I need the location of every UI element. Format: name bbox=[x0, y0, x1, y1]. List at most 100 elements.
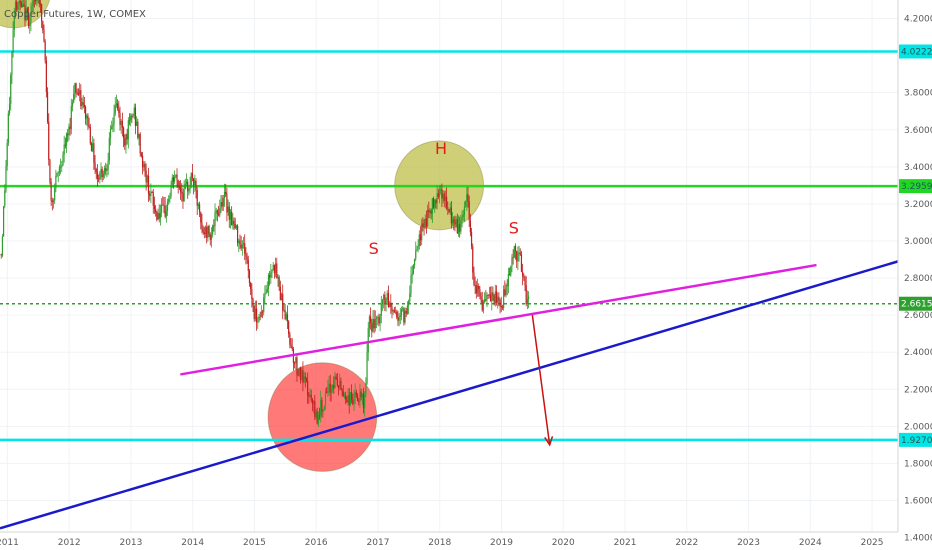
candle-body bbox=[88, 125, 90, 128]
candle-body bbox=[164, 205, 166, 217]
candle-body bbox=[223, 192, 226, 199]
candle-body bbox=[185, 181, 188, 185]
candle-body bbox=[139, 133, 141, 154]
candle-body bbox=[349, 392, 352, 405]
x-tick-label: 2012 bbox=[58, 538, 81, 548]
candle-body bbox=[358, 400, 360, 402]
candle-body bbox=[8, 104, 11, 114]
candle-body bbox=[508, 274, 511, 276]
candle-body bbox=[443, 193, 445, 202]
candle-body bbox=[466, 194, 468, 202]
candle-body bbox=[498, 296, 500, 301]
candle-body bbox=[93, 143, 95, 163]
pattern-label: S bbox=[509, 219, 519, 238]
candle-body bbox=[114, 105, 116, 114]
candle-body bbox=[360, 391, 362, 398]
candle-body bbox=[315, 411, 317, 417]
candle-body bbox=[457, 224, 460, 234]
candle-body bbox=[517, 252, 519, 262]
candle-body bbox=[329, 383, 331, 393]
candle-body bbox=[307, 381, 309, 396]
candle-body bbox=[481, 299, 483, 311]
candle-body bbox=[333, 385, 335, 389]
candle-body bbox=[107, 160, 109, 171]
candle-body bbox=[396, 311, 398, 318]
candle-body bbox=[71, 102, 74, 107]
candle-body bbox=[354, 392, 356, 399]
candle-body bbox=[43, 30, 45, 42]
candle-body bbox=[486, 295, 488, 300]
candle-body bbox=[289, 333, 291, 345]
candle-body bbox=[94, 162, 96, 169]
candle-body bbox=[221, 202, 223, 207]
x-tick-label: 2013 bbox=[119, 538, 142, 548]
bottom-circle bbox=[267, 362, 378, 472]
candle-body bbox=[265, 292, 267, 294]
neckline-line bbox=[180, 263, 817, 376]
candle-body bbox=[335, 376, 337, 380]
candle-body bbox=[0, 253, 2, 256]
candle-body bbox=[259, 316, 261, 318]
candle-body bbox=[413, 258, 416, 266]
candle-body bbox=[196, 190, 198, 206]
candle-body bbox=[30, 11, 32, 23]
candle-body bbox=[499, 300, 501, 306]
candle-body bbox=[512, 257, 514, 259]
candle-body bbox=[263, 297, 265, 313]
candle-body bbox=[149, 193, 151, 196]
candle-body bbox=[378, 317, 380, 324]
y-tick-label: 1.6000 bbox=[904, 496, 932, 506]
candle-body bbox=[374, 319, 376, 329]
candle-body bbox=[398, 316, 400, 321]
candle-body bbox=[285, 314, 287, 320]
candle-body bbox=[50, 181, 52, 201]
candle-body bbox=[404, 310, 406, 323]
candle-body bbox=[158, 213, 160, 219]
candle-body bbox=[109, 129, 112, 139]
candle-body bbox=[22, 4, 24, 7]
candle-body bbox=[226, 194, 228, 213]
candle-body bbox=[12, 29, 14, 53]
candle-body bbox=[293, 362, 296, 364]
badge-layer: 4.0222 3.2959 2.6615 1.9270 bbox=[899, 44, 932, 447]
candle-body bbox=[176, 174, 178, 181]
candle-body bbox=[453, 219, 455, 223]
candle-body bbox=[450, 207, 452, 224]
candle-body bbox=[416, 249, 418, 251]
candle-body bbox=[526, 299, 528, 305]
candle-body bbox=[95, 168, 97, 173]
candle-body bbox=[100, 169, 102, 174]
candle-body bbox=[216, 210, 218, 214]
candle-body bbox=[280, 293, 283, 301]
candle-body bbox=[73, 94, 75, 103]
candle-body bbox=[1, 236, 4, 256]
candle-body bbox=[83, 104, 85, 107]
candle-body bbox=[80, 90, 82, 107]
candle-body bbox=[308, 395, 310, 397]
candle-body bbox=[96, 172, 99, 179]
candle-body bbox=[257, 321, 259, 323]
candle-body bbox=[400, 309, 403, 316]
candle-body bbox=[153, 205, 156, 210]
candle-body bbox=[68, 126, 70, 136]
price-badge-label: 1.9270 bbox=[901, 436, 932, 446]
candle-body bbox=[134, 107, 137, 126]
candle-body bbox=[366, 352, 368, 384]
candle-body bbox=[427, 209, 429, 227]
candle-body bbox=[434, 200, 436, 208]
candle-body bbox=[399, 315, 401, 317]
candle-body bbox=[16, 1, 18, 10]
candle-body bbox=[491, 292, 493, 302]
hline-layer bbox=[0, 50, 898, 442]
candle-body bbox=[171, 177, 173, 186]
candle-body bbox=[175, 174, 177, 177]
candle-body bbox=[340, 380, 342, 391]
candle-body bbox=[410, 275, 412, 294]
candle-body bbox=[247, 259, 249, 271]
candle-body bbox=[364, 394, 366, 409]
candle-body bbox=[3, 206, 5, 237]
candle-body bbox=[390, 302, 392, 307]
candle-body bbox=[207, 226, 209, 238]
